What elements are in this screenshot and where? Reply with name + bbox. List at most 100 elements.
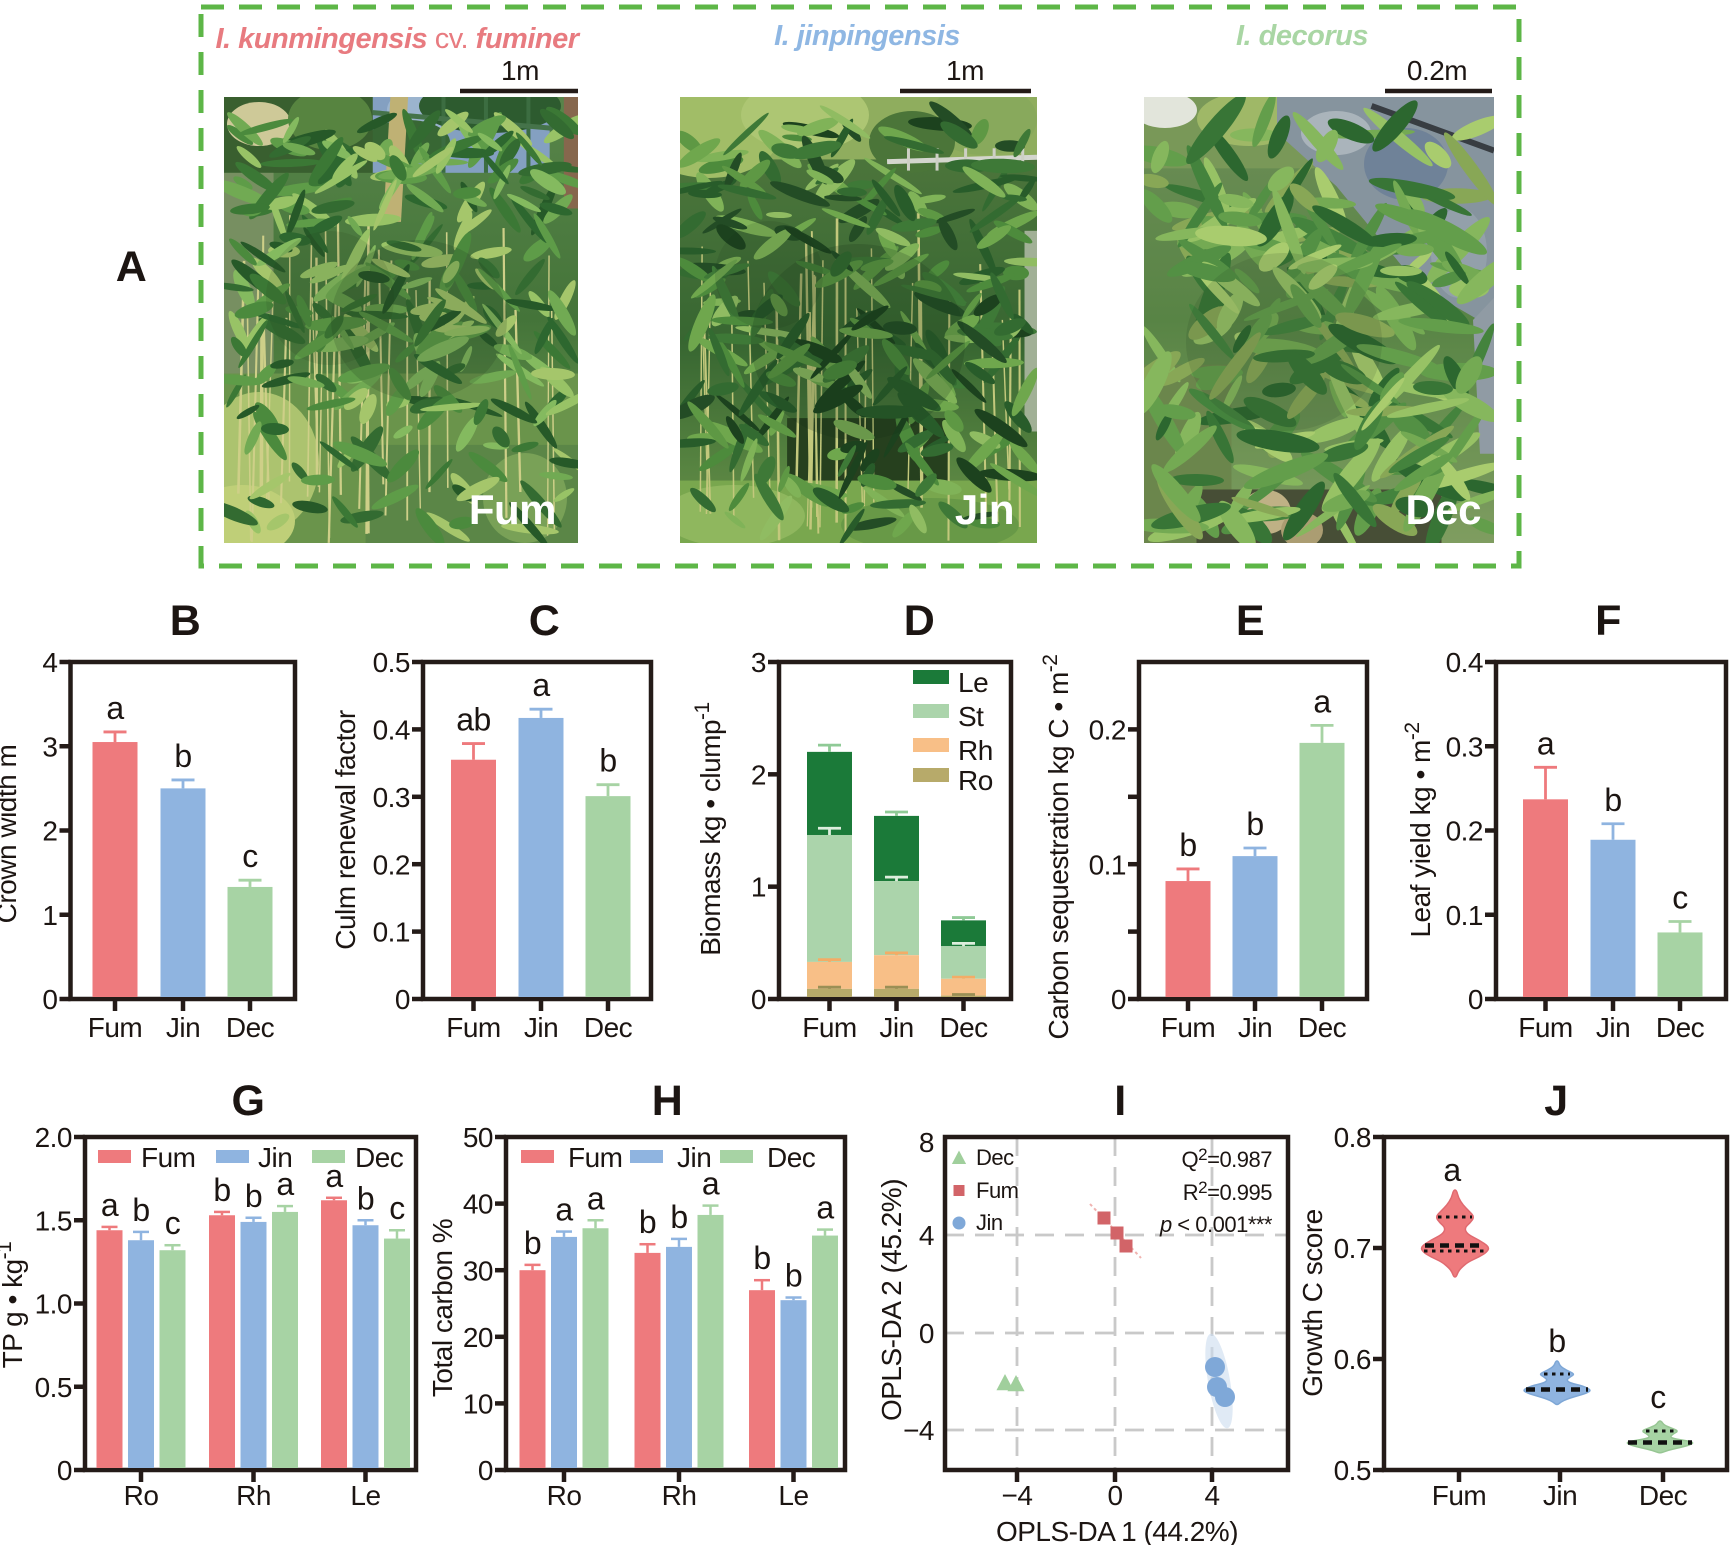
svg-text:0: 0 — [1107, 1480, 1122, 1511]
svg-text:0.4: 0.4 — [373, 714, 410, 745]
svg-text:0.1: 0.1 — [1089, 849, 1126, 880]
svg-text:2.0: 2.0 — [35, 1122, 72, 1153]
svg-text:a: a — [702, 1166, 720, 1202]
svg-text:Rh: Rh — [662, 1480, 697, 1511]
svg-text:St: St — [958, 701, 984, 732]
svg-text:50: 50 — [463, 1122, 493, 1153]
svg-text:−4: −4 — [1002, 1480, 1033, 1511]
svg-text:B: B — [170, 597, 201, 645]
svg-text:b: b — [245, 1178, 262, 1214]
svg-text:Jin: Jin — [879, 1012, 913, 1043]
svg-text:I. kunmingensis cv. fuminer: I. kunmingensis cv. fuminer — [215, 23, 580, 55]
svg-text:a: a — [816, 1190, 834, 1226]
svg-text:Fum: Fum — [469, 486, 556, 533]
svg-text:20: 20 — [463, 1322, 493, 1353]
svg-text:Growth C score: Growth C score — [1297, 1209, 1328, 1397]
svg-text:H: H — [652, 1077, 683, 1125]
svg-text:b: b — [1548, 1323, 1565, 1359]
svg-text:0.6: 0.6 — [1334, 1344, 1371, 1375]
svg-text:E: E — [1236, 597, 1264, 645]
svg-text:0: 0 — [57, 1455, 72, 1486]
svg-text:0.4: 0.4 — [1446, 647, 1483, 678]
svg-text:Jin: Jin — [1596, 1012, 1630, 1043]
svg-text:3: 3 — [42, 731, 57, 762]
svg-text:0.2m: 0.2m — [1407, 55, 1467, 86]
svg-text:Dec: Dec — [1639, 1480, 1688, 1511]
svg-text:3: 3 — [751, 647, 766, 678]
svg-text:Ro: Ro — [547, 1480, 582, 1511]
svg-text:Fum: Fum — [568, 1142, 623, 1173]
svg-text:4: 4 — [42, 647, 57, 678]
svg-text:Carbon sequestration kg C • m-: Carbon sequestration kg C • m-2 — [1039, 655, 1074, 1040]
svg-text:J: J — [1544, 1077, 1567, 1125]
svg-text:OPLS-DA 1 (44.2%): OPLS-DA 1 (44.2%) — [996, 1516, 1238, 1545]
svg-text:0: 0 — [1468, 984, 1483, 1015]
svg-text:10: 10 — [463, 1388, 493, 1419]
svg-text:R2=0.995: R2=0.995 — [1183, 1178, 1273, 1205]
svg-text:b: b — [1179, 827, 1196, 863]
svg-text:2: 2 — [751, 759, 766, 790]
svg-text:0: 0 — [395, 984, 410, 1015]
svg-text:Jin: Jin — [976, 1210, 1003, 1235]
svg-text:b: b — [1604, 782, 1621, 818]
svg-text:Dec: Dec — [976, 1145, 1014, 1170]
svg-text:F: F — [1595, 597, 1621, 645]
svg-text:Q2=0.987: Q2=0.987 — [1182, 1145, 1273, 1172]
svg-text:Jin: Jin — [955, 486, 1014, 533]
svg-text:0: 0 — [42, 984, 57, 1015]
svg-text:Le: Le — [778, 1480, 808, 1511]
svg-text:OPLS-DA 2 (45.2%): OPLS-DA 2 (45.2%) — [876, 1179, 907, 1421]
svg-text:0.3: 0.3 — [373, 782, 410, 813]
svg-text:2: 2 — [42, 816, 57, 847]
svg-text:a: a — [101, 1187, 119, 1223]
svg-text:b: b — [753, 1240, 770, 1276]
svg-text:0.5: 0.5 — [35, 1372, 72, 1403]
svg-text:Crown width m: Crown width m — [0, 745, 22, 924]
svg-text:4: 4 — [919, 1220, 934, 1251]
svg-text:Dec: Dec — [584, 1012, 633, 1043]
svg-text:Dec: Dec — [1298, 1012, 1347, 1043]
svg-text:Dec: Dec — [1656, 1012, 1705, 1043]
svg-text:a: a — [325, 1158, 343, 1194]
svg-text:c: c — [242, 838, 258, 874]
svg-text:Total carbon %: Total carbon % — [427, 1219, 458, 1397]
svg-text:Fum: Fum — [1432, 1480, 1487, 1511]
svg-text:ab: ab — [456, 702, 491, 738]
svg-text:Rh: Rh — [236, 1480, 271, 1511]
svg-text:Jin: Jin — [258, 1142, 292, 1173]
svg-text:a: a — [587, 1180, 605, 1216]
svg-text:−4: −4 — [903, 1415, 934, 1446]
svg-text:a: a — [106, 690, 124, 726]
svg-text:TP g • kg-1: TP g • kg-1 — [0, 1242, 28, 1369]
svg-text:b: b — [174, 738, 191, 774]
svg-text:Fum: Fum — [1518, 1012, 1573, 1043]
svg-text:I: I — [1114, 1077, 1125, 1125]
svg-text:c: c — [389, 1190, 405, 1226]
svg-text:b: b — [524, 1225, 541, 1261]
svg-text:0.8: 0.8 — [1334, 1122, 1371, 1153]
svg-text:G: G — [232, 1077, 265, 1125]
svg-text:Jin: Jin — [677, 1142, 711, 1173]
svg-text:0.5: 0.5 — [1334, 1455, 1371, 1486]
svg-text:Ro: Ro — [958, 765, 993, 796]
svg-text:Dec: Dec — [767, 1142, 816, 1173]
svg-text:b: b — [357, 1180, 374, 1216]
svg-text:c: c — [1650, 1379, 1666, 1415]
svg-text:b: b — [639, 1204, 656, 1240]
svg-text:b: b — [599, 743, 616, 779]
svg-text:Dec: Dec — [939, 1012, 988, 1043]
svg-text:a: a — [276, 1166, 294, 1202]
svg-text:Jin: Jin — [1543, 1480, 1577, 1511]
svg-text:Dec: Dec — [226, 1012, 275, 1043]
svg-text:0.2: 0.2 — [1089, 714, 1126, 745]
svg-text:Dec: Dec — [355, 1142, 404, 1173]
svg-text:0.2: 0.2 — [1446, 816, 1483, 847]
svg-text:8: 8 — [919, 1127, 934, 1158]
svg-text:30: 30 — [463, 1255, 493, 1286]
svg-text:Biomass kg • clump-1: Biomass kg • clump-1 — [691, 702, 726, 955]
svg-text:C: C — [529, 597, 560, 645]
svg-text:D: D — [904, 597, 935, 645]
svg-text:a: a — [1443, 1152, 1461, 1188]
svg-text:Fum: Fum — [88, 1012, 143, 1043]
svg-text:b: b — [213, 1172, 230, 1208]
